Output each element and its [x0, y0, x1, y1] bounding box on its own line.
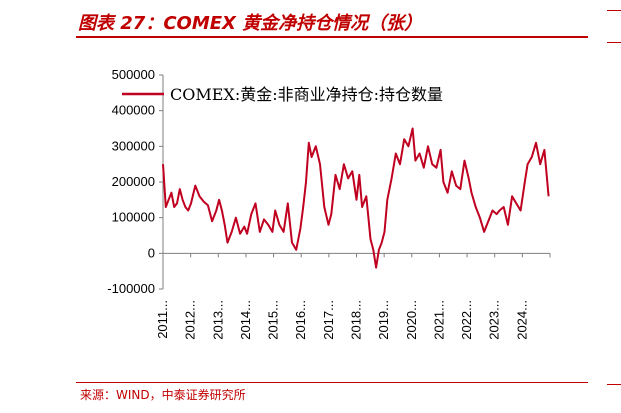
y-tick-label: 500000: [112, 67, 155, 82]
x-tick-label: 2012...: [183, 300, 198, 340]
y-tick-label: 400000: [112, 103, 155, 118]
x-tick-label: 2020...: [404, 300, 419, 340]
y-axis: -100000 0 100000 200000 300000 400000 500000: [107, 67, 164, 296]
series-line: [162, 127, 550, 269]
figure-title: 图表 27：COMEX 黄金净持仓情况（张）: [78, 13, 423, 34]
legend-label: COMEX:黄金:非商业净持仓:持仓数量: [170, 85, 443, 104]
x-tick-label: 2011...: [155, 300, 170, 339]
source-rule: [76, 382, 588, 383]
edge-rule-bottom: [607, 384, 621, 385]
x-tick-label: 2014...: [238, 300, 253, 340]
legend: COMEX:黄金:非商业净持仓:持仓数量: [122, 85, 443, 104]
x-tick-label: 2019...: [376, 300, 391, 340]
y-tick-label: 200000: [112, 174, 155, 189]
y-tick-label: 100000: [112, 210, 155, 225]
y-tick-label: -100000: [107, 281, 155, 296]
series-layer: [162, 127, 550, 269]
y-tick-label: 300000: [112, 138, 155, 153]
x-tick-label: 2016...: [293, 300, 308, 340]
x-axis: 2011... 2012... 2013... 2014... 2015... 2016.…: [155, 252, 551, 340]
source-note: 来源：WIND，中泰证券研究所: [80, 388, 246, 402]
x-tick-label: 2017...: [321, 300, 336, 340]
x-tick-label: 2013...: [210, 300, 225, 340]
x-tick-label: 2018...: [349, 300, 364, 340]
x-tick-label: 2021...: [431, 300, 446, 340]
x-tick-label: 2022...: [459, 300, 474, 340]
x-tick-label: 2024...: [514, 300, 529, 340]
x-tick-label: 2015...: [266, 300, 281, 340]
edge-rule-middle: [607, 42, 621, 43]
title-rule: [76, 36, 588, 38]
y-tick-label: 0: [148, 245, 155, 260]
edge-rule-top: [607, 10, 621, 11]
x-tick-label: 2023...: [487, 300, 502, 340]
